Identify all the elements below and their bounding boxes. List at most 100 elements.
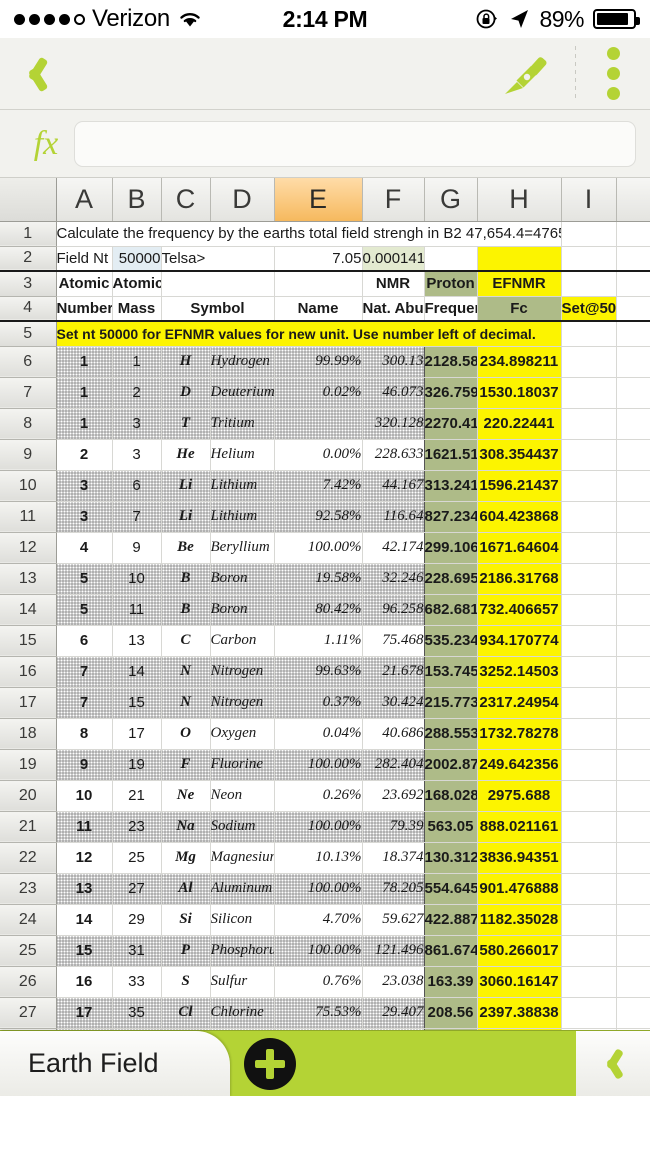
header-e3[interactable] [274, 271, 363, 297]
cell-nmr-frequency-8[interactable]: 320.128 [361, 408, 425, 440]
cell-nmr-frequency-15[interactable]: 75.468 [361, 625, 425, 657]
header-frequeny[interactable]: Frequeny [424, 296, 478, 322]
cell-i-20[interactable] [561, 780, 617, 812]
cell-j-14[interactable] [616, 594, 650, 626]
cell-symbol-24[interactable]: Si [161, 904, 211, 936]
row-header-3[interactable]: 3 [0, 271, 57, 297]
cell-atomic-mass-12[interactable]: 9 [112, 532, 162, 564]
cell-nmr-frequency-25[interactable]: 121.496 [361, 935, 425, 967]
cell-e2-value[interactable]: 0.000141 [362, 246, 425, 272]
cell-nmr-frequency-24[interactable]: 59.627 [361, 904, 425, 936]
cell-atomic-number-10[interactable]: 3 [56, 470, 113, 502]
add-plus-icon[interactable] [244, 1037, 296, 1090]
cell-atomic-number-6[interactable]: 1 [56, 346, 113, 378]
cell-symbol-18[interactable]: O [161, 718, 211, 750]
cell-j-17[interactable] [616, 687, 650, 719]
cell-symbol-6[interactable]: H [161, 346, 211, 378]
column-header-b[interactable]: B [112, 178, 162, 222]
cell-symbol-20[interactable]: Ne [161, 780, 211, 812]
cell-abundance-22[interactable]: 10.13% [274, 842, 363, 874]
row-header-4[interactable]: 4 [0, 296, 57, 322]
table-row[interactable]: 19 9 19 F Fluorine 100.00% 282.404 2002.87 249.6… [0, 749, 650, 781]
cell-abundance-19[interactable]: 100.00% [274, 749, 363, 781]
cell-c2[interactable]: Telsa> [161, 246, 275, 272]
column-header-g[interactable]: G [424, 178, 478, 222]
cell-abundance-27[interactable]: 75.53% [274, 997, 363, 1029]
cell-proton-fc-17[interactable]: 215.773 [424, 687, 478, 719]
column-header-i[interactable]: I [561, 178, 617, 222]
table-row[interactable]: 2 Field Nt 50000 Telsa> 7.05 0.000141 [0, 246, 650, 272]
cell-proton-fc-21[interactable]: 563.05 [424, 811, 478, 843]
cell-i2[interactable] [561, 246, 617, 272]
header-atomic-2[interactable]: Atomic [112, 271, 162, 297]
header-set-50000[interactable]: Set@50000 [561, 296, 617, 322]
table-row[interactable]: 5 Set nt 50000 for EFNMR values for new … [0, 321, 650, 347]
cell-atomic-mass-6[interactable]: 1 [112, 346, 162, 378]
cell-name-24[interactable]: Silicon [210, 904, 275, 936]
cell-name-26[interactable]: Sulfur [210, 966, 275, 998]
cell-efnmr-21[interactable]: 888.021161 [477, 811, 562, 843]
cell-efnmr-27[interactable]: 2397.38838 [477, 997, 562, 1029]
cell-i3[interactable] [561, 271, 617, 297]
cell-abundance-12[interactable]: 100.00% [274, 532, 363, 564]
cell-efnmr-9[interactable]: 308.354437 [477, 439, 562, 471]
cell-nmr-frequency-9[interactable]: 228.633 [361, 439, 425, 471]
cell-atomic-number-8[interactable]: 1 [56, 408, 113, 440]
cell-nmr-frequency-17[interactable]: 30.424 [361, 687, 425, 719]
cell-i-9[interactable] [561, 439, 617, 471]
cell-name-22[interactable]: Magnesium [210, 842, 275, 874]
cell-nmr-frequency-13[interactable]: 32.246 [361, 563, 425, 595]
cell-i-19[interactable] [561, 749, 617, 781]
cell-name-21[interactable]: Sodium [210, 811, 275, 843]
row-header-2[interactable]: 2 [0, 246, 57, 272]
row-header-23[interactable]: 23 [0, 873, 57, 905]
row-header-14[interactable]: 14 [0, 594, 57, 626]
row-header-26[interactable]: 26 [0, 966, 57, 998]
cell-atomic-mass-17[interactable]: 15 [112, 687, 162, 719]
cell-j-9[interactable] [616, 439, 650, 471]
cell-name-14[interactable]: Boron [210, 594, 275, 626]
row-header-20[interactable]: 20 [0, 780, 57, 812]
cell-j-6[interactable] [616, 346, 650, 378]
cell-proton-fc-15[interactable]: 535.234 [424, 625, 478, 657]
cell-proton-fc-23[interactable]: 554.645 [424, 873, 478, 905]
cell-j3[interactable] [616, 271, 650, 297]
row-header-13[interactable]: 13 [0, 563, 57, 595]
cell-atomic-number-21[interactable]: 11 [56, 811, 113, 843]
cell-name-20[interactable]: Neon [210, 780, 275, 812]
cell-atomic-mass-10[interactable]: 6 [112, 470, 162, 502]
cell-a5-note[interactable]: Set nt 50000 for EFNMR values for new un… [56, 321, 562, 347]
cell-i-6[interactable] [561, 346, 617, 378]
cell-atomic-number-11[interactable]: 3 [56, 501, 113, 533]
kebab-menu-icon[interactable] [598, 47, 628, 100]
cell-efnmr-14[interactable]: 732.406657 [477, 594, 562, 626]
cell-i-16[interactable] [561, 656, 617, 688]
cell-atomic-mass-26[interactable]: 33 [112, 966, 162, 998]
fx-icon[interactable]: fx [33, 124, 59, 162]
column-header-a[interactable]: A [56, 178, 113, 222]
cell-efnmr-17[interactable]: 2317.24954 [477, 687, 562, 719]
header-fc[interactable]: Fc [477, 296, 562, 322]
cell-symbol-13[interactable]: B [161, 563, 211, 595]
table-row[interactable]: 24 14 29 Si Silicon 4.70% 59.627 422.887 1182.35… [0, 904, 650, 936]
cell-j2[interactable] [616, 246, 650, 272]
table-row[interactable]: 4 Number Mass Symbol Name Nat. Abund. Fr… [0, 296, 650, 322]
cell-name-19[interactable]: Fluorine [210, 749, 275, 781]
cell-proton-fc-9[interactable]: 1621.51 [424, 439, 478, 471]
row-header-10[interactable]: 10 [0, 470, 57, 502]
table-row[interactable]: 10 3 6 Li Lithium 7.42% 44.167 313.241 1596.2143… [0, 470, 650, 502]
cell-proton-fc-27[interactable]: 208.56 [424, 997, 478, 1029]
cell-i-18[interactable] [561, 718, 617, 750]
cell-j-8[interactable] [616, 408, 650, 440]
header-number[interactable]: Number [56, 296, 113, 322]
cell-symbol-25[interactable]: P [161, 935, 211, 967]
cell-nmr-frequency-22[interactable]: 18.374 [361, 842, 425, 874]
cell-proton-fc-7[interactable]: 326.759 [424, 377, 478, 409]
cell-atomic-mass-7[interactable]: 2 [112, 377, 162, 409]
table-row[interactable]: 1 Calculate the frequency by the earths … [0, 221, 650, 247]
row-header-15[interactable]: 15 [0, 625, 57, 657]
cell-proton-fc-8[interactable]: 2270.41 [424, 408, 478, 440]
cell-h2[interactable] [477, 246, 562, 272]
column-header-h[interactable]: H [477, 178, 562, 222]
cell-d2-tesla[interactable]: 7.05 [274, 246, 363, 272]
